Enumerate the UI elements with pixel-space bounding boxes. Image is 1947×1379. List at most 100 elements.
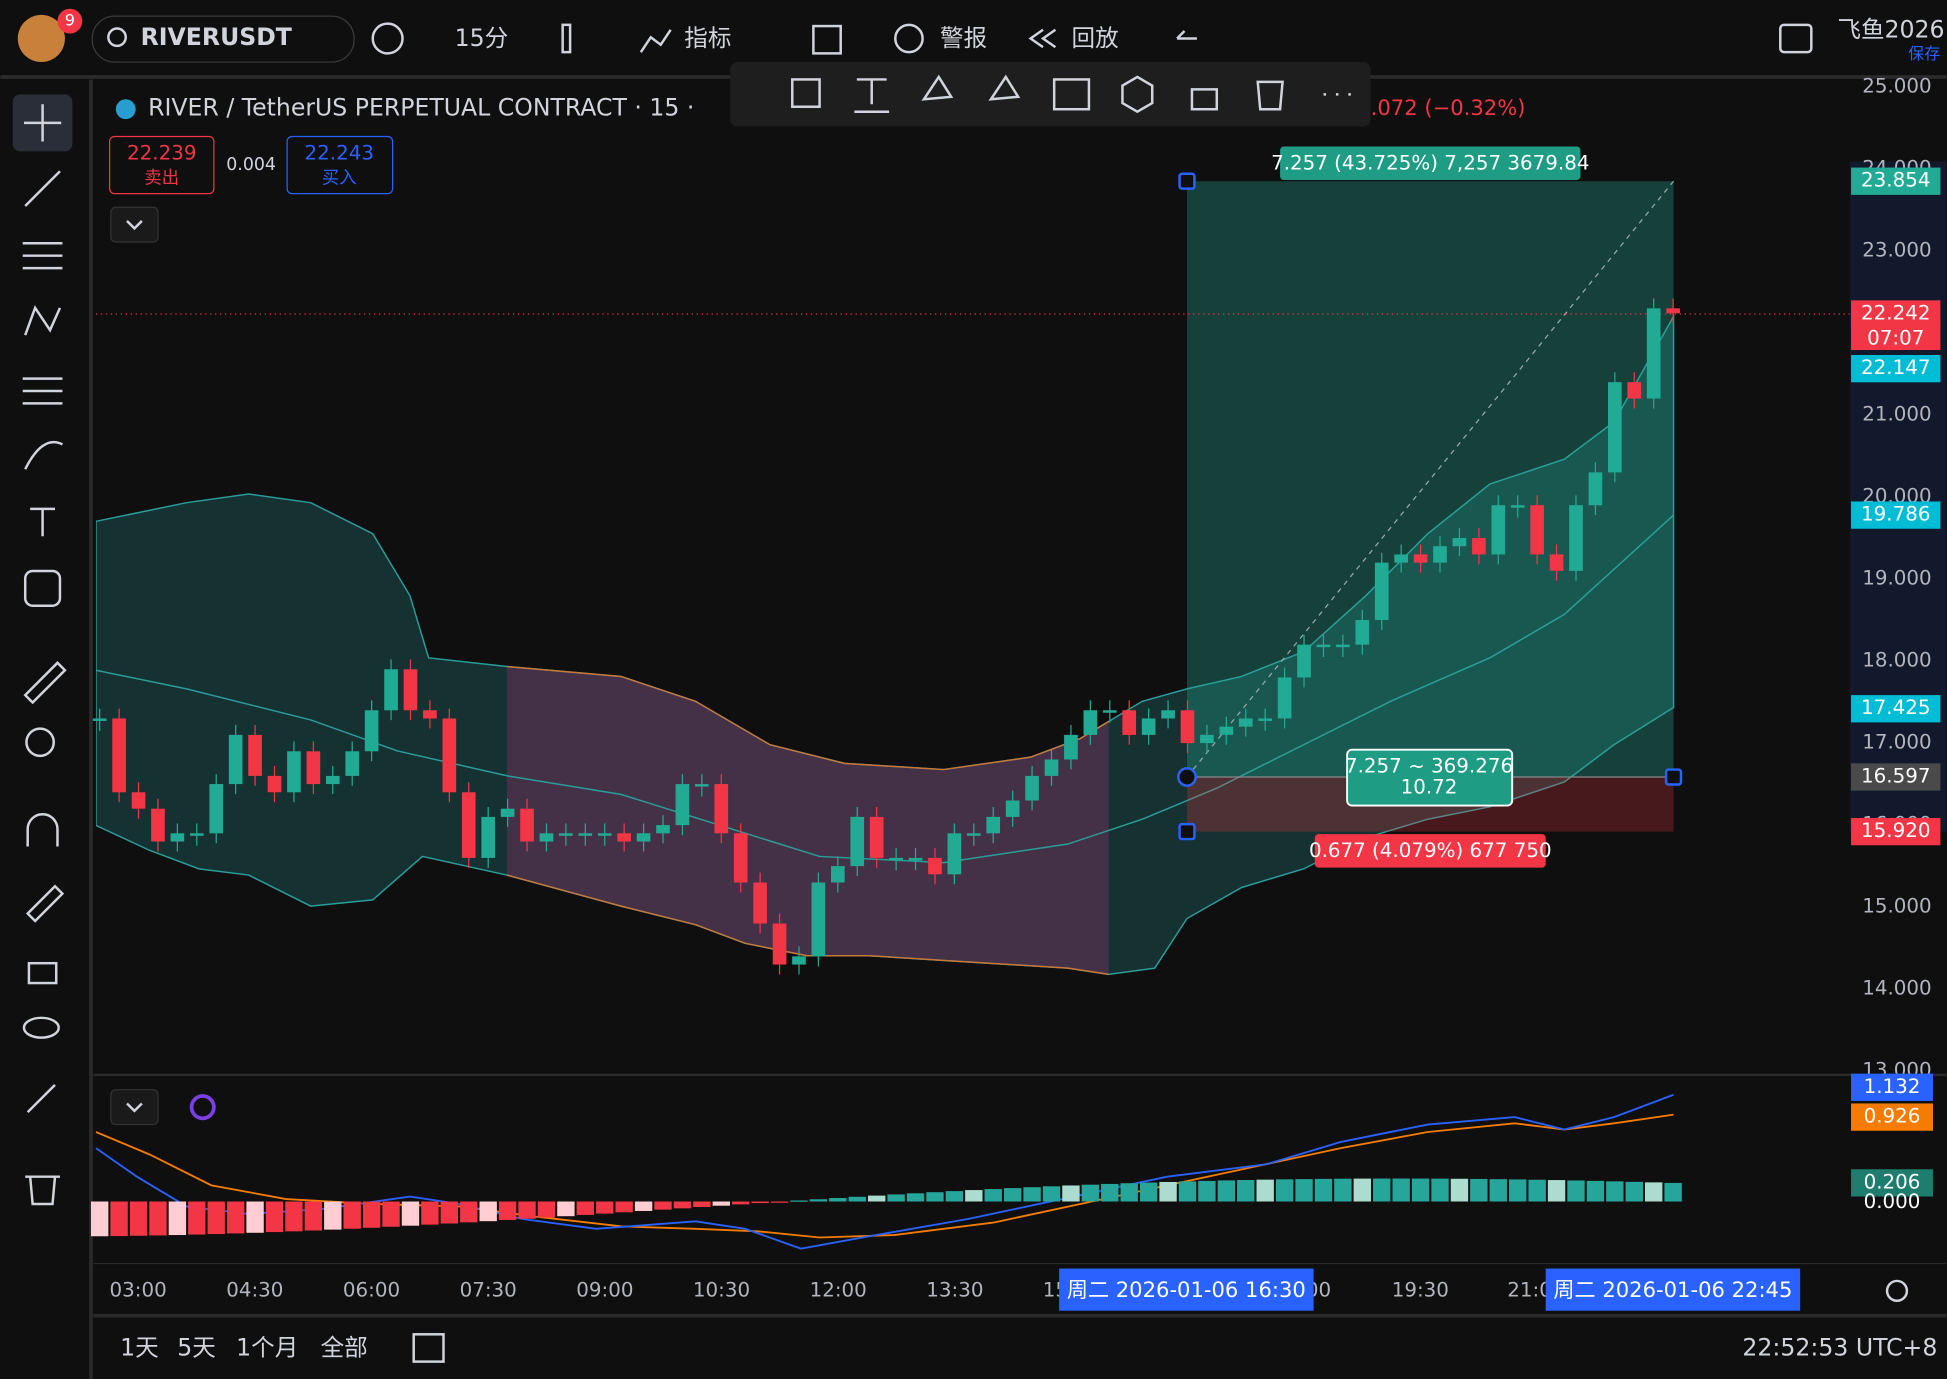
candle (753, 882, 767, 924)
candle (1374, 562, 1389, 621)
histogram-bar (1198, 1180, 1216, 1202)
time-label: 09:00 (576, 1278, 633, 1301)
hide-tool[interactable] (22, 1016, 60, 1039)
histogram-bar (596, 1201, 614, 1214)
symbol-search[interactable] (91, 15, 355, 63)
price-labels: 25.00024.00023.00022.00021.00020.00019.0… (1851, 74, 1941, 1082)
layout-icon[interactable] (812, 24, 842, 55)
axis-settings[interactable] (1885, 1279, 1909, 1303)
histogram-bar (1042, 1186, 1061, 1202)
histogram-bar (673, 1201, 692, 1209)
price-tag-text: 17.425 (1861, 696, 1930, 719)
histogram-bar (1023, 1187, 1041, 1202)
handle[interactable] (1178, 172, 1196, 190)
text-tool[interactable] (30, 507, 55, 537)
link-tool[interactable] (26, 1083, 56, 1114)
histogram-bar (1003, 1188, 1022, 1202)
candle (539, 833, 554, 842)
macd (90, 1093, 1682, 1250)
alerts[interactable]: 警报 (940, 24, 987, 52)
magnet-tool[interactable] (26, 813, 59, 847)
handle[interactable] (1664, 768, 1683, 786)
histogram-bar (945, 1191, 964, 1202)
histogram-bar (1237, 1180, 1255, 1202)
candle (423, 710, 437, 719)
time-label: 21:0 (1507, 1278, 1552, 1301)
badge (57, 8, 83, 34)
zoom-tool[interactable] (25, 727, 55, 758)
handle[interactable] (1177, 767, 1197, 787)
sell-button[interactable] (108, 135, 215, 195)
target-label-bg (1280, 146, 1581, 180)
histogram-bar (1431, 1178, 1449, 1202)
delete-tool[interactable] (25, 1175, 60, 1206)
fullscreen-icon[interactable] (1779, 23, 1813, 54)
date-range-icon[interactable] (412, 1333, 445, 1363)
histogram-bar (634, 1201, 653, 1211)
candle-icon[interactable] (561, 23, 572, 54)
range-button[interactable]: 5天 (177, 1334, 216, 1362)
bottom-bar: 1天 5天 1个月 全部 (120, 1334, 368, 1362)
histogram-bar (965, 1190, 983, 1202)
histogram-bar (1528, 1179, 1546, 1202)
line-color-icon[interactable] (988, 74, 1021, 101)
settings-icon[interactable] (1052, 78, 1091, 111)
symbol: RIVERUSDT (141, 23, 292, 51)
histogram-bar (1392, 1178, 1410, 1202)
candle (228, 734, 243, 785)
handle[interactable] (1178, 822, 1196, 841)
layout-name[interactable]: 飞鱼2026 (1837, 16, 1944, 44)
brush-tool[interactable] (24, 440, 63, 470)
collapse-button[interactable] (110, 1089, 159, 1126)
buy-button[interactable] (286, 135, 394, 195)
lock-icon[interactable] (1190, 88, 1219, 111)
histogram-bar (1295, 1179, 1313, 1202)
save[interactable]: 保存 (1908, 44, 1940, 63)
histogram-bar (498, 1201, 517, 1220)
histogram-bar (1547, 1180, 1566, 1202)
indicators[interactable]: 指标 (684, 24, 731, 52)
range-button[interactable]: 全部 (321, 1334, 368, 1362)
object-icon[interactable] (1121, 75, 1154, 114)
add-icon[interactable] (371, 22, 404, 55)
price-tag-text: 07:07 (1867, 326, 1924, 349)
replay[interactable]: 回放 (1072, 24, 1119, 52)
crosshair-time: 周二 2026-01-06 22:45 (1553, 1277, 1792, 1302)
band-fill-alt (506, 665, 1109, 976)
histogram-bar (770, 1201, 789, 1203)
candle (1569, 505, 1583, 571)
lock-tool[interactable] (27, 961, 58, 985)
avatar[interactable] (17, 14, 65, 63)
candle (461, 792, 476, 858)
sell-text: 卖出 (144, 169, 179, 189)
trash-icon[interactable] (1256, 80, 1284, 111)
range-button[interactable]: 1个月 (236, 1334, 298, 1362)
price-tag (1851, 300, 1941, 328)
interval[interactable]: 15分 (455, 24, 509, 52)
lock-draw-tool[interactable] (25, 884, 65, 923)
candle (947, 833, 962, 875)
candle (209, 784, 224, 834)
pattern-tool[interactable] (24, 305, 62, 336)
ruler-tool[interactable] (23, 661, 67, 705)
drawing-toolbar (730, 62, 1371, 127)
histogram-bar (1314, 1178, 1333, 1202)
fill-icon[interactable] (921, 74, 954, 101)
template-icon[interactable] (791, 78, 821, 108)
candle (1472, 538, 1486, 555)
undo-icon[interactable] (1176, 30, 1197, 40)
emoji-tool[interactable] (23, 569, 62, 607)
trendline-tool[interactable] (24, 170, 61, 207)
time-label: 03:00 (110, 1278, 167, 1301)
candle (1141, 718, 1156, 735)
histogram-bar (829, 1198, 847, 1202)
sync-icon[interactable] (189, 1094, 216, 1121)
candle (267, 775, 282, 793)
range-button[interactable]: 1天 (120, 1334, 159, 1362)
histogram-bar (1081, 1184, 1100, 1202)
collapse-button[interactable] (110, 206, 159, 243)
fib-tool[interactable] (22, 242, 63, 270)
prediction-tool[interactable] (22, 377, 63, 405)
candle (306, 751, 321, 785)
text-color-icon[interactable] (854, 78, 890, 113)
